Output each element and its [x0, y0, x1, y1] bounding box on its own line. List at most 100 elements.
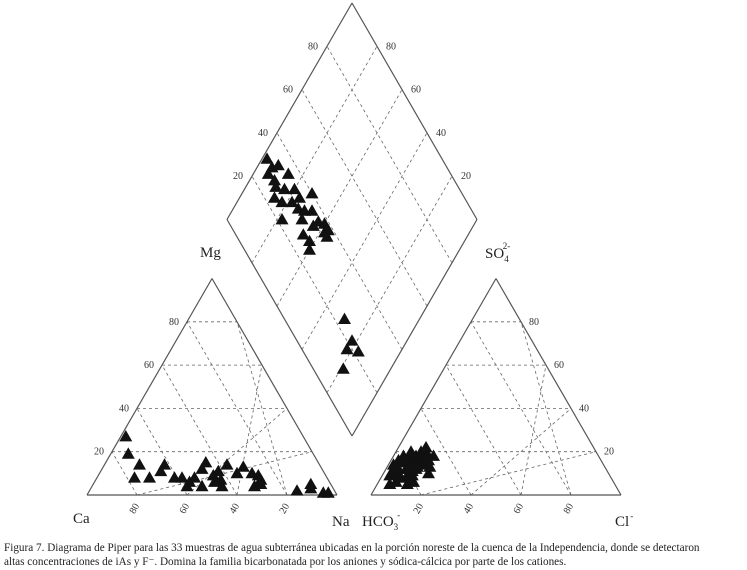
cation-triangle-grid-b-3 [236, 321, 288, 496]
anion-point-25 [404, 445, 418, 457]
diamond-point-31 [340, 342, 354, 355]
cation-point-2 [143, 471, 156, 483]
caption-line-1: Figura 7. Diagrama de Piper para las 33 … [4, 542, 700, 554]
tick-mg-80: 80 [169, 317, 179, 328]
diamond-edge-tr [351, 2, 478, 220]
diamond-point-24 [303, 243, 316, 255]
tick-diamond-left-40: 40 [258, 128, 268, 139]
tick-so4-80: 80 [529, 317, 539, 328]
label-na: Na [332, 514, 350, 530]
label-so4: SO4 2- [485, 241, 510, 264]
cation-point-16 [220, 458, 234, 470]
cation-point-33 [254, 477, 268, 489]
tick-diamond-right-40: 40 [436, 128, 446, 139]
cation-triangle-edge-left [86, 278, 213, 496]
anion-triangle-edge-right [495, 278, 622, 496]
anion-triangle-grid-a-2 [445, 364, 522, 496]
anion-point-24 [409, 462, 423, 474]
label-so4-sub: 4 [504, 254, 509, 264]
anion-point-33 [407, 475, 420, 487]
tick-so4-20: 20 [604, 447, 614, 458]
tick-cl-40: 40 [462, 502, 477, 516]
diamond-grid-a-1 [276, 132, 403, 350]
tick-mg-40: 40 [119, 403, 129, 414]
grid-layer [111, 46, 597, 496]
diamond-point-12 [285, 195, 299, 208]
cation-point-7 [175, 471, 189, 483]
diamond-point-15 [275, 213, 289, 225]
cation-point-11 [183, 475, 196, 487]
diamond-point-28 [318, 226, 331, 238]
tick-ca-60: 60 [178, 502, 193, 516]
tick-mg-20: 20 [94, 447, 104, 458]
label-hco3-sub: 3 [394, 522, 399, 532]
diamond-point-29 [338, 312, 351, 324]
caption-line-2: altas concentraciones de iAs y F⁻. Domin… [4, 555, 567, 568]
tick-diamond-right-80: 80 [386, 41, 396, 52]
label-cl: Cl- [615, 511, 633, 530]
cation-triangle-grid-a-2 [161, 364, 238, 496]
label-cl-main: Cl [615, 514, 629, 530]
diamond-point-22 [306, 219, 320, 231]
diamond-point-17 [305, 204, 319, 216]
diamond-point-23 [303, 234, 316, 246]
cation-point-3 [154, 464, 168, 477]
diamond-point-4 [261, 167, 275, 179]
cation-point-29 [321, 486, 335, 498]
label-hco3: HCO3 - [362, 510, 400, 532]
diamond-grid-b-2 [276, 89, 403, 307]
tick-cl-80: 80 [562, 502, 577, 516]
label-cl-sup: - [630, 511, 633, 521]
label-mg: Mg [200, 245, 221, 261]
cation-point-26 [214, 473, 228, 485]
diamond-point-1 [260, 152, 274, 164]
diamond-point-10 [288, 182, 301, 195]
diamond-point-11 [275, 195, 289, 208]
diamond-point-25 [305, 187, 319, 199]
tick-cl-20: 20 [412, 502, 427, 516]
cation-point-13 [195, 479, 209, 492]
diamond-grid-a-0 [251, 175, 378, 393]
cation-point-5 [158, 458, 171, 470]
cation-triangle-grid-a-0 [111, 451, 138, 496]
diamond-grid-a-3 [326, 46, 453, 263]
diamond-grid-b-1 [301, 132, 428, 350]
piper-diagram: 20 20 20 20 20 20 40 40 40 40 40 40 60 60 60 60 60 60 80 80… [73, 2, 633, 532]
tick-diamond-left-60: 60 [283, 85, 293, 96]
cation-point-32 [251, 469, 265, 481]
tick-so4-60: 60 [554, 360, 564, 371]
tick-diamond-right-20: 20 [461, 171, 471, 182]
cation-point-23 [121, 447, 135, 459]
diamond-point-13 [293, 191, 306, 203]
diamond-point-8 [278, 182, 291, 195]
figure-caption: Figura 7. Diagrama de Piper para las 33 … [4, 542, 746, 569]
label-hco3-sup: - [397, 510, 400, 520]
tick-cl-60: 60 [512, 502, 527, 516]
tick-diamond-left-20: 20 [233, 171, 243, 182]
anion-triangle-grid-a-1 [420, 408, 472, 496]
cation-point-22 [119, 430, 133, 442]
tick-ca-40: 40 [228, 502, 243, 516]
diamond-point-20 [296, 228, 310, 240]
label-so4-main: SO [485, 246, 504, 262]
data-point-layer [119, 152, 440, 498]
anion-triangle-edge-left [370, 278, 497, 496]
diamond-point-33 [336, 362, 350, 374]
anion-triangle-grid-b-3 [520, 321, 572, 496]
diamond-point-9 [268, 191, 281, 203]
cation-triangle-grid-b-1 [186, 408, 288, 496]
diamond-edge-bl [226, 219, 353, 437]
cation-point-31 [304, 482, 318, 494]
tick-diamond-left-80: 80 [308, 41, 318, 52]
diamond-point-32 [351, 345, 365, 357]
anion-triangle-grid-b-1 [470, 408, 572, 496]
tick-ca-80: 80 [128, 502, 143, 516]
cation-point-4 [133, 458, 146, 470]
anion-point-29 [387, 458, 400, 470]
diamond-grid-a-2 [301, 89, 428, 307]
tick-diamond-right-60: 60 [411, 85, 421, 96]
frame-layer [86, 2, 622, 496]
cation-triangle-edge-right [211, 278, 338, 496]
diamond-point-3 [271, 158, 285, 171]
cation-point-10 [195, 462, 209, 474]
